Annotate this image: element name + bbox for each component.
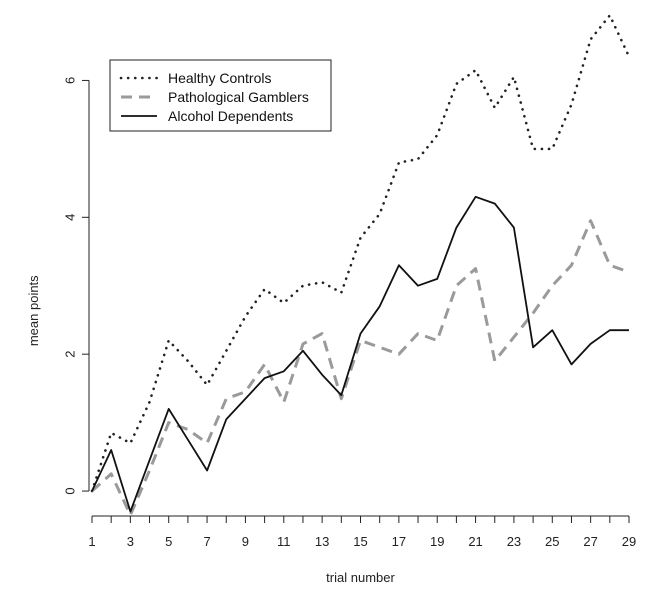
x-tick-label: 5 <box>165 534 172 549</box>
legend-label: Healthy Controls <box>168 70 272 86</box>
legend-label: Alcohol Dependents <box>168 108 293 124</box>
y-axis-title: mean points <box>26 275 41 346</box>
x-tick-label: 15 <box>353 534 367 549</box>
series-line-alcohol-dependents <box>91 195 629 513</box>
x-tick-label: 11 <box>277 534 291 549</box>
y-tick-label: 0 <box>63 487 78 494</box>
x-tick-label: 13 <box>315 534 329 549</box>
x-axis-title: trial number <box>326 570 395 585</box>
y-tick-label: 4 <box>63 214 78 221</box>
x-tick-label: 17 <box>392 534 406 549</box>
series-layer <box>90 14 631 517</box>
x-tick-label: 25 <box>545 534 559 549</box>
x-tick-label: 7 <box>203 534 210 549</box>
x-tick-label: 21 <box>468 534 482 549</box>
y-tick-label: 6 <box>63 77 78 84</box>
legend: Healthy Controls Pathological Gamblers Alc… <box>109 59 332 132</box>
series-line-healthy-controls <box>90 14 631 493</box>
x-tick-label: 23 <box>507 534 521 549</box>
x-tick-label: 1 <box>88 534 95 549</box>
y-tick-label: 2 <box>63 351 78 358</box>
x-tick-label: 27 <box>583 534 597 549</box>
x-tick-label: 3 <box>127 534 134 549</box>
series-line-pathological-gamblers <box>91 219 630 517</box>
legend-label: Pathological Gamblers <box>168 89 309 105</box>
x-tick-label: 9 <box>242 534 249 549</box>
x-tick-label: 19 <box>430 534 444 549</box>
x-tick-label: 29 <box>622 534 636 549</box>
